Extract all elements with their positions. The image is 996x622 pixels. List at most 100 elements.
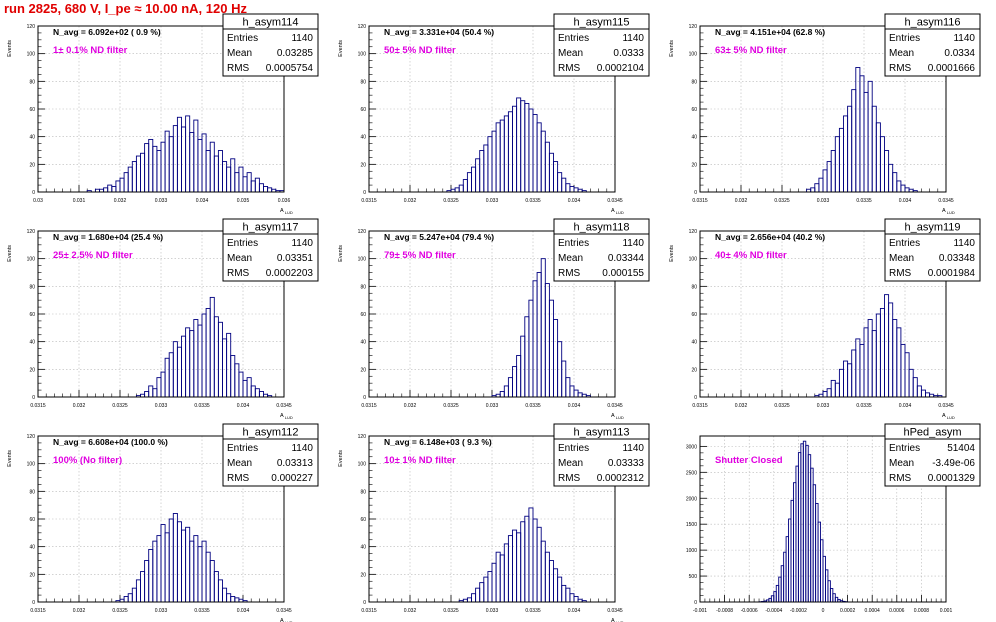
y-tick-label: 100: [358, 462, 367, 468]
histogram-bin: [904, 352, 910, 398]
histogram-bin: [536, 122, 542, 193]
y-axis-label: Events: [7, 450, 13, 467]
histogram-bin: [577, 392, 583, 398]
histogram-name: h_asym117: [242, 222, 298, 234]
histogram-bin: [189, 540, 195, 603]
histogram-bin: [181, 529, 187, 603]
x-tick-label: 0.032: [735, 198, 748, 204]
y-tick-label: 60: [360, 107, 366, 113]
x-tick-label: 0.0004: [865, 608, 881, 614]
x-axis-label: A LUD: [942, 413, 955, 420]
histogram-bin: [152, 388, 158, 398]
histogram-bin: [140, 571, 146, 603]
histogram-bin: [185, 526, 191, 603]
histogram-bin: [156, 377, 162, 398]
histogram-name: h_asym114: [242, 17, 298, 29]
x-tick-label: -0.0008: [716, 608, 733, 614]
histogram-bin: [573, 596, 579, 603]
histogram-bin: [540, 540, 546, 603]
stats-label: RMS: [889, 473, 912, 484]
y-tick-label: 100: [689, 52, 698, 58]
x-tick-label: 0.0345: [938, 403, 954, 409]
histogram-bin: [148, 385, 154, 398]
histogram-bin: [859, 343, 865, 398]
y-tick-label: 60: [29, 517, 35, 523]
histogram-bin: [912, 377, 918, 398]
histogram-bin: [238, 166, 244, 193]
histogram-bin: [217, 150, 223, 193]
y-tick-label: 0: [363, 190, 366, 196]
histogram-panel-h_asym117: 0 20 40 60 80 100 120 0.0315 0.032 0.0325 0.033 0.0…: [7, 218, 319, 420]
histogram-bin: [573, 187, 579, 193]
histogram-bin: [532, 114, 538, 193]
histogram-bin: [847, 363, 853, 398]
stats-value: 0.03333: [608, 458, 645, 469]
y-tick-label: 120: [358, 229, 367, 235]
histogram-bin: [884, 294, 890, 398]
histogram-bin: [471, 166, 477, 193]
histogram-bin: [495, 122, 501, 193]
y-tick-label: 120: [27, 24, 36, 30]
x-tick-label: 0.034: [196, 198, 209, 204]
histogram-bin: [536, 526, 542, 603]
y-tick-label: 0: [32, 600, 35, 606]
histogram-bin: [107, 184, 113, 193]
x-axis-label: A LUD: [280, 413, 293, 420]
y-tick-label: 20: [29, 162, 35, 168]
y-tick-label: 40: [691, 340, 697, 346]
histogram-bin: [532, 518, 538, 603]
y-tick-label: 20: [691, 162, 697, 168]
stats-value: 0.0001984: [928, 268, 976, 279]
stats-box: [222, 438, 319, 487]
histogram-bin: [553, 161, 559, 193]
histogram-bin: [217, 321, 223, 398]
histogram-panel-h_asym118: 0 20 40 60 80 100 120 0.0315 0.032 0.0325 0.033 0.0…: [338, 218, 650, 420]
histogram-bin: [843, 360, 849, 398]
y-tick-label: 60: [29, 312, 35, 318]
y-tick-label: 80: [360, 489, 366, 495]
histogram-bin: [213, 316, 219, 398]
histogram-bin: [176, 346, 182, 398]
stats-label: Entries: [227, 33, 258, 44]
histogram-bin: [267, 187, 273, 193]
histogram-bin: [553, 568, 559, 603]
histogram-bin: [838, 127, 844, 193]
stats-label: Entries: [558, 443, 589, 454]
stats-label: Mean: [558, 253, 583, 264]
x-axis-label: A LUD: [611, 618, 624, 622]
histogram-bin: [544, 141, 550, 193]
stats-label: Mean: [889, 48, 914, 59]
histogram-bin: [176, 521, 182, 603]
stats-value: 0.0334: [944, 48, 975, 59]
y-tick-label: 2000: [686, 496, 697, 502]
histogram-bin: [164, 130, 170, 193]
stats-value: 1140: [291, 33, 313, 44]
x-tick-label: 0.0315: [361, 608, 377, 614]
stats-value: 0.03344: [608, 253, 645, 264]
y-tick-label: 40: [360, 545, 366, 551]
histogram-bin: [516, 355, 522, 398]
x-tick-label: 0.033: [817, 198, 830, 204]
y-tick-label: 1500: [686, 522, 697, 528]
histogram-bin: [217, 579, 223, 603]
histogram-bin: [168, 518, 174, 603]
y-tick-label: 40: [29, 340, 35, 346]
histogram-panel-hPed_asym: 0 500 1000 1500 2000 2500 3000 -0.001 -0.0008 -0.…: [686, 423, 981, 614]
histogram-bin: [900, 343, 906, 398]
histogram-bin: [466, 172, 472, 193]
x-tick-label: 0.001: [940, 608, 953, 614]
stats-box: [553, 438, 650, 487]
histogram-bin: [830, 379, 836, 398]
histogram-name: hPed_asym: [903, 427, 961, 439]
histogram-bin: [495, 551, 501, 603]
navg-text: N_avg = 2.656e+04 (40.2 %): [715, 232, 825, 242]
histogram-bin: [892, 319, 898, 398]
y-tick-label: 0: [32, 395, 35, 401]
x-tick-label: 0.031: [73, 198, 86, 204]
histogram-bin: [516, 97, 522, 193]
y-tick-label: 0: [694, 600, 697, 606]
navg-text: N_avg = 5.247e+04 (79.4 %): [384, 232, 494, 242]
histogram-bin: [254, 388, 260, 398]
histogram-bin: [871, 330, 877, 398]
y-tick-label: 40: [691, 135, 697, 141]
